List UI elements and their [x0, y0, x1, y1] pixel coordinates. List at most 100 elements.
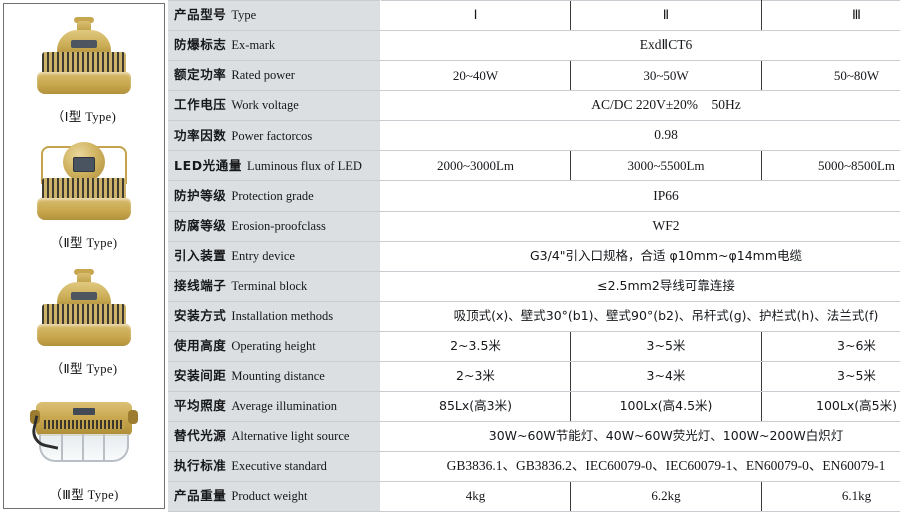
row-value-col-2: 3000~5500Lm [570, 150, 762, 182]
lamp-box-housing [36, 401, 132, 436]
table-row: 安装间距 Mounting distance 2~3米 3~4米 3~5米 [168, 360, 900, 392]
lamp-base [37, 323, 131, 346]
row-label-en: Work voltage [231, 98, 299, 113]
row-label-cn: 平均照度 [174, 397, 227, 413]
row-label-cell: LED光通量 Luminous flux of LED [168, 150, 381, 182]
row-value-merged: 0.98 [380, 120, 900, 152]
row-value-merged: GB3836.1、GB3836.2、IEC60079-0、IEC60079-1、… [380, 450, 900, 482]
product-caption-2: （Ⅱ型 Type) [50, 236, 118, 250]
product-caption-4: （Ⅲ型 Type) [49, 488, 119, 502]
product-photo-type-1 [25, 7, 143, 106]
product-photo-type-2 [25, 133, 143, 232]
table-row: 安装方式 Installation methods 吸顶式(x)、壁式30°(b1)… [168, 300, 900, 332]
table-row: 功率因数 Power factorcos 0.98 [168, 120, 900, 152]
row-label-cn: LED光通量 [174, 157, 242, 173]
product-image-panel-frame: （Ⅰ型 Type) （Ⅱ型 Type) [3, 3, 165, 509]
row-value-col-1: 85Lx(高3米) [380, 390, 571, 422]
row-value-merged: ≤2.5mm2导线可靠连接 [380, 270, 900, 302]
row-value-col-1: Ⅰ [380, 0, 571, 31]
row-label-cn: 执行标准 [174, 457, 227, 473]
row-value-merged: WF2 [380, 210, 900, 242]
lamp-illustration-type-3 [28, 268, 140, 348]
row-label-cn: 防护等级 [174, 187, 227, 203]
row-label-en: Operating height [231, 338, 316, 353]
lamp-side-knob-right [128, 409, 138, 424]
table-row: 使用高度 Operating height 2~3.5米 3~5米 3~6米 [168, 330, 900, 362]
table-row: 工作电压 Work voltage AC/DC 220V±20% 50Hz [168, 90, 900, 122]
product-item-3: （Ⅱ型 Type) [4, 256, 164, 382]
lamp-nameplate [71, 291, 97, 300]
row-label-cell: 引入装置 Entry device [168, 240, 381, 272]
guard-bar [61, 433, 63, 460]
row-value-merged: 吸顶式(x)、壁式30°(b1)、壁式90°(b2)、吊杆式(g)、护栏式(h)… [380, 300, 900, 332]
row-label-en: Average illumination [231, 398, 338, 413]
row-label-cn: 产品重量 [174, 488, 227, 504]
lamp-nameplate [73, 407, 95, 415]
row-label-cn: 安装间距 [174, 367, 227, 383]
row-label-cell: 工作电压 Work voltage [168, 90, 381, 122]
row-value-col-1: 20~40W [380, 60, 571, 92]
lamp-nameplate [71, 39, 97, 48]
row-label-en: Protection grade [231, 188, 314, 203]
row-value-col-3: Ⅲ [761, 0, 900, 31]
table-row: LED光通量 Luminous flux of LED 2000~3000Lm 300… [168, 150, 900, 182]
product-item-4: （Ⅲ型 Type) [4, 382, 164, 508]
row-label-cn: 防爆标志 [174, 37, 227, 53]
lamp-heatsink-fins [42, 303, 126, 326]
row-label-cn: 引入装置 [174, 247, 227, 263]
row-value-col-2: 6.2kg [570, 480, 762, 512]
lamp-glass-guard [39, 433, 129, 462]
table-row: 引入装置 Entry device G3/4"引入口规格，合适 φ10mm~φ14m… [168, 240, 900, 272]
row-value-col-2: 100Lx(高4.5米) [570, 390, 762, 422]
row-label-cell: 功率因数 Power factorcos [168, 120, 381, 152]
table-row: 平均照度 Average illumination 85Lx(高3米) 100Lx(高… [168, 390, 900, 422]
lamp-heatsink-fins [42, 51, 126, 74]
row-label-cell: 安装间距 Mounting distance [168, 360, 381, 392]
row-label-en: Type [231, 8, 257, 23]
row-label-en: Executive standard [231, 458, 327, 473]
product-photo-type-4 [25, 385, 143, 484]
row-value-col-1: 2000~3000Lm [380, 150, 571, 182]
product-item-2: （Ⅱ型 Type) [4, 130, 164, 256]
row-label-en: Product weight [231, 489, 308, 504]
row-value-merged: IP66 [380, 180, 900, 212]
row-label-cell: 产品重量 Product weight [168, 480, 381, 512]
row-value-col-3: 100Lx(高5米) [761, 390, 900, 422]
row-label-en: Luminous flux of LED [246, 158, 362, 173]
row-label-cell: 替代光源 Alternative light source [168, 420, 381, 452]
lamp-illustration-type-4 [28, 396, 140, 474]
row-label-en: Erosion-proofclass [231, 218, 326, 233]
row-label-cell: 使用高度 Operating height [168, 330, 381, 362]
specification-table: 产品型号 Type Ⅰ Ⅱ Ⅲ 防爆标志 Ex-mark ExdⅡCT6 额定功率 Rated p… [168, 0, 900, 512]
row-value-col-1: 2~3.5米 [380, 330, 571, 362]
row-label-cell: 额定功率 Rated power [168, 60, 381, 92]
product-caption-1: （Ⅰ型 Type) [51, 110, 117, 124]
row-label-cn: 安装方式 [174, 307, 227, 323]
guard-bar [103, 433, 105, 460]
row-label-cn: 产品型号 [174, 7, 227, 23]
row-value-col-2: Ⅱ [570, 0, 762, 31]
row-label-en: Ex-mark [231, 38, 276, 53]
row-label-en: Entry device [231, 248, 295, 263]
row-value-col-1: 2~3米 [380, 360, 571, 392]
row-label-cn: 工作电压 [174, 97, 227, 113]
row-label-en: Power factorcos [231, 128, 313, 143]
lamp-illustration-type-1 [28, 16, 140, 96]
lamp-cap [74, 16, 94, 23]
row-label-en: Rated power [231, 68, 295, 83]
row-label-en: Terminal block [231, 278, 308, 293]
row-value-col-1: 4kg [380, 480, 571, 512]
row-value-merged: AC/DC 220V±20% 50Hz [380, 90, 900, 122]
row-label-cn: 接线端子 [174, 277, 227, 293]
row-value-merged: G3/4"引入口规格，合适 φ10mm~φ14mm电缆 [380, 240, 900, 272]
product-caption-3: （Ⅱ型 Type) [50, 362, 118, 376]
lamp-base [37, 197, 131, 220]
product-photo-type-3 [25, 259, 143, 358]
table-row: 产品型号 Type Ⅰ Ⅱ Ⅲ [168, 0, 900, 31]
guard-bar [82, 433, 84, 460]
row-value-col-3: 3~5米 [761, 360, 900, 392]
table-row: 替代光源 Alternative light source 30W~60W节能灯、4… [168, 420, 900, 452]
row-value-col-3: 6.1kg [761, 480, 900, 512]
table-row: 接线端子 Terminal block ≤2.5mm2导线可靠连接 [168, 270, 900, 302]
